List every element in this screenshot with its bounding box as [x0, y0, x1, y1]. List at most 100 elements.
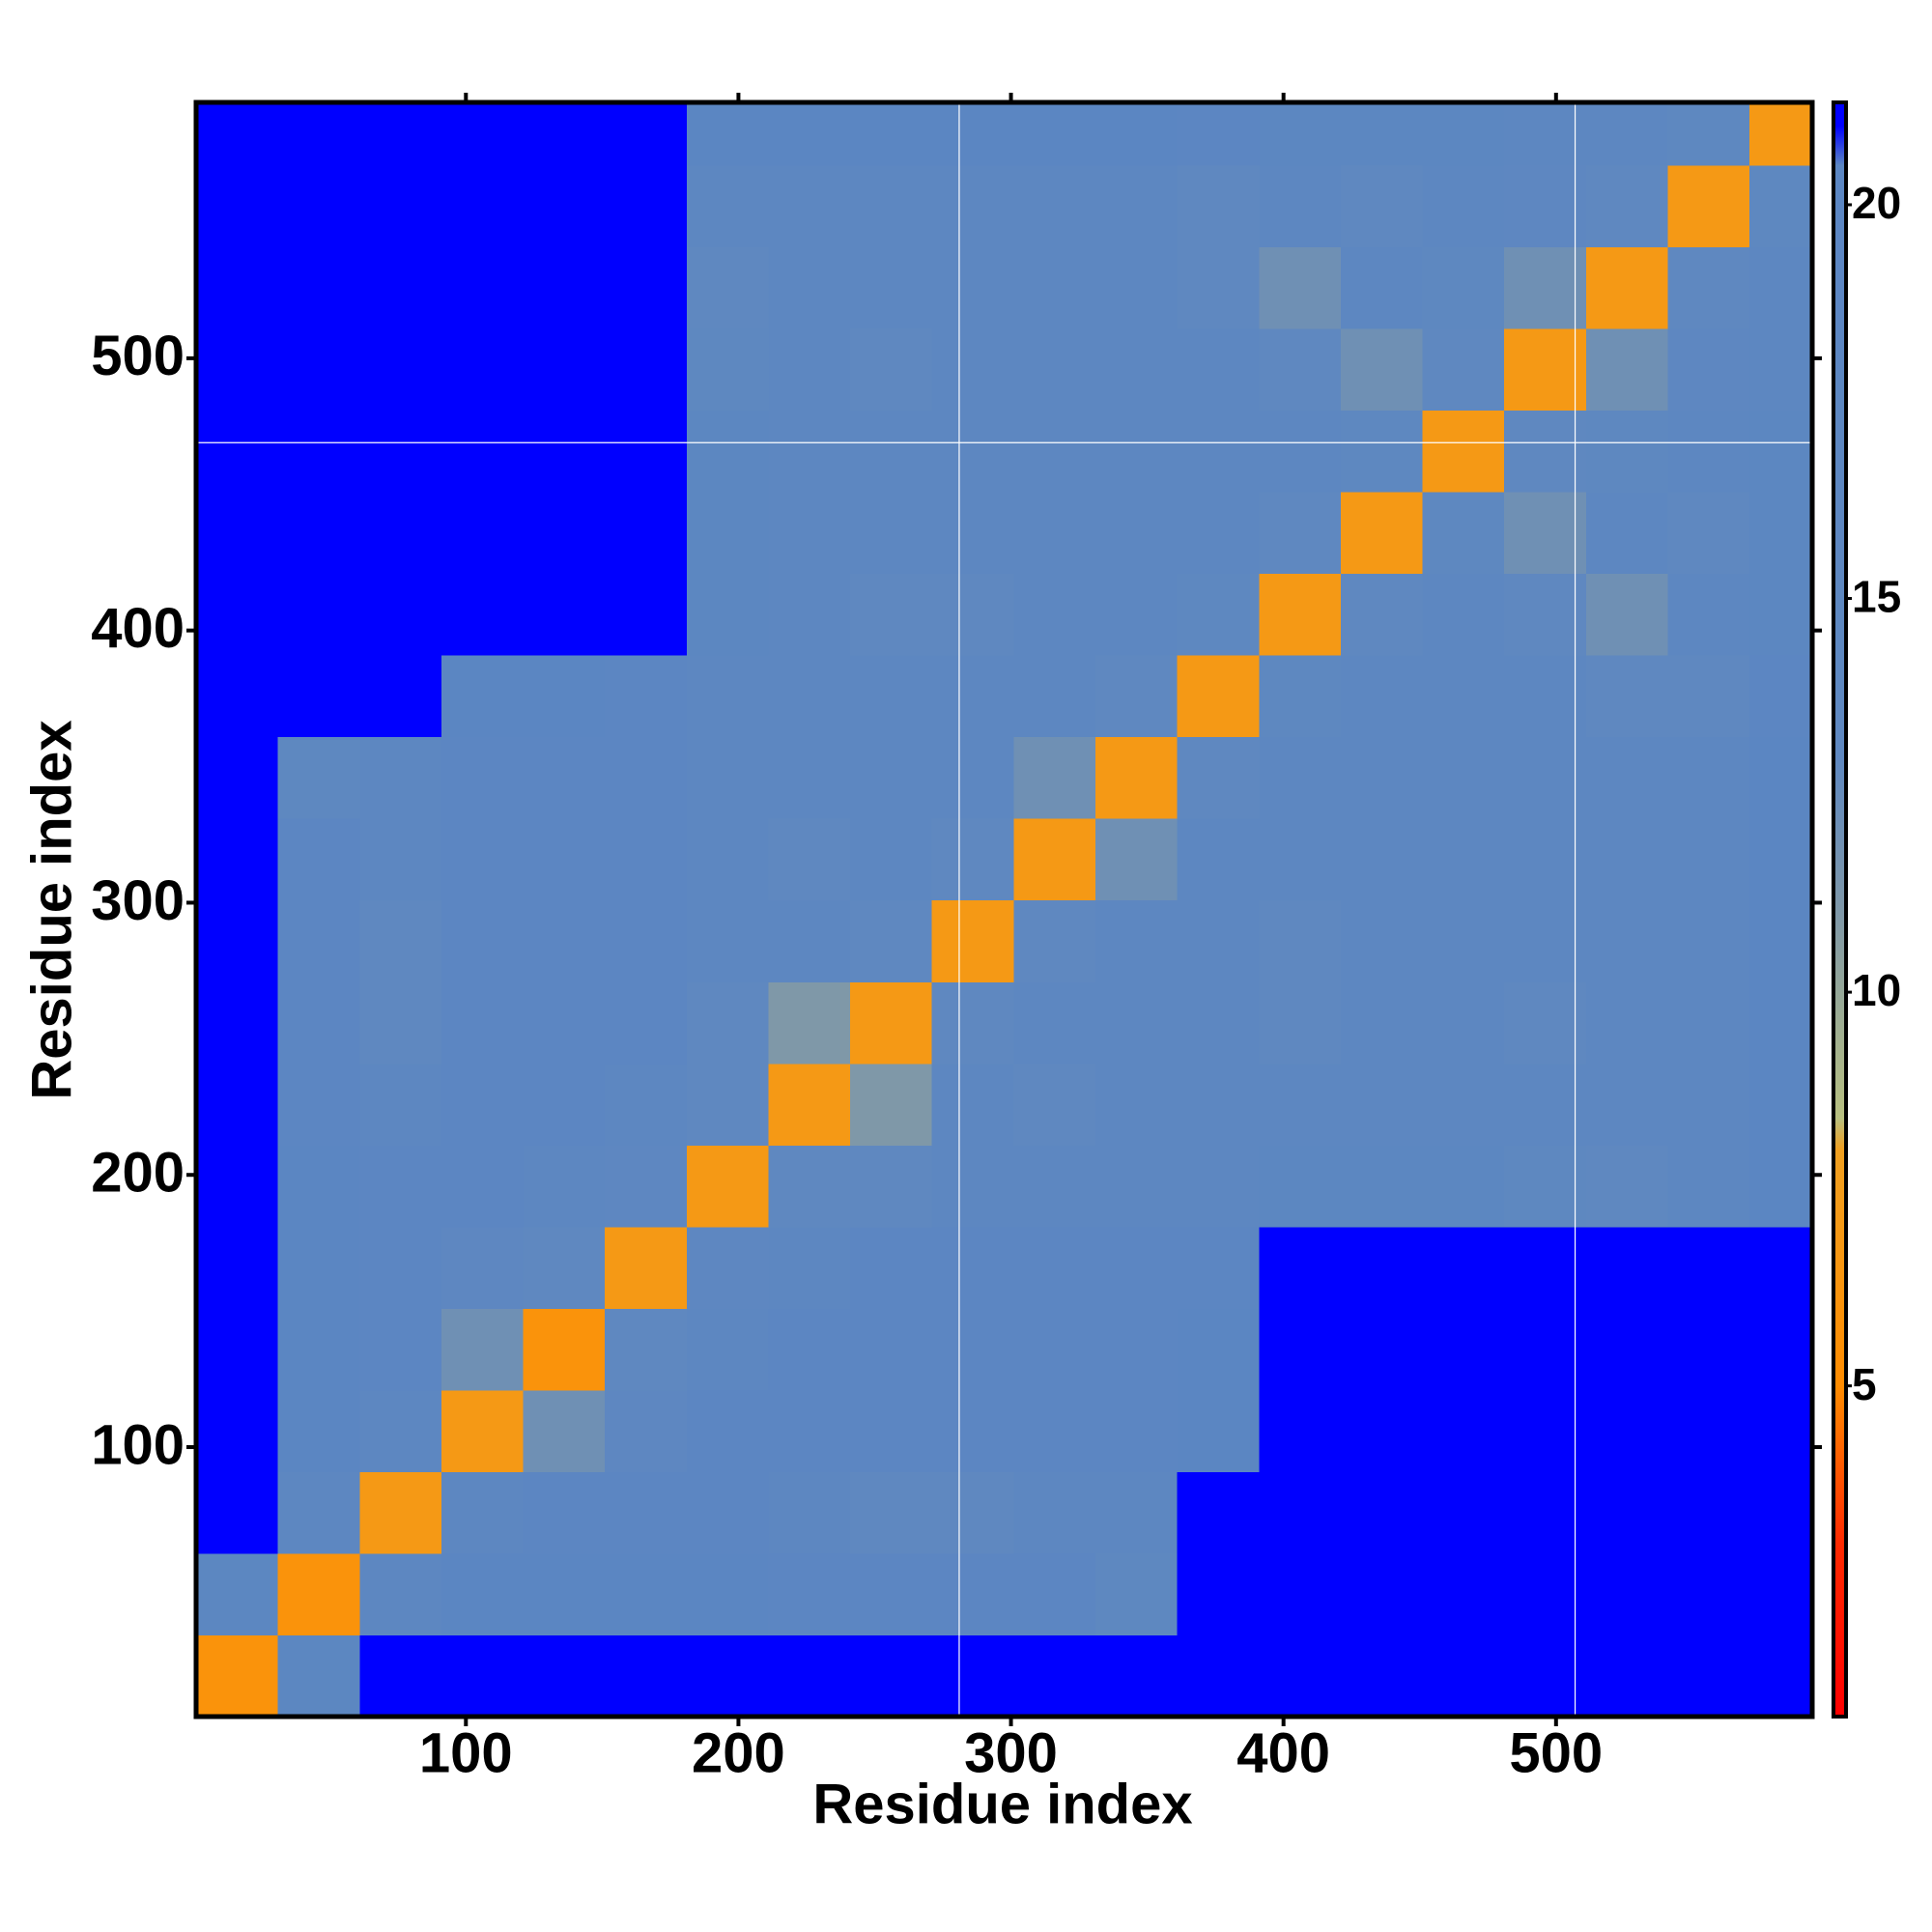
heatmap-cell: [850, 1145, 933, 1228]
heatmap-cell: [1095, 818, 1179, 901]
heatmap-cell: [440, 491, 525, 575]
heatmap-cell: [1177, 736, 1260, 819]
heatmap-cell: [931, 102, 1014, 166]
heatmap-cell: [605, 1063, 688, 1146]
heatmap-cell: [686, 899, 770, 982]
heatmap-cell: [1013, 1063, 1096, 1146]
heatmap-cell: [686, 655, 770, 738]
heatmap-cell: [605, 410, 688, 493]
heatmap-cell: [1585, 1389, 1669, 1472]
heatmap-cell: [931, 1145, 1014, 1228]
heatmap-cell: [1177, 818, 1260, 901]
heatmap-cell: [1340, 1634, 1424, 1718]
heatmap-cell: [1177, 1634, 1260, 1718]
heatmap-cell: [1422, 1389, 1505, 1472]
heatmap-cell: [931, 327, 1014, 412]
heatmap-cell: [931, 491, 1014, 575]
heatmap-cell: [686, 736, 770, 819]
heatmap-cell: [523, 1634, 606, 1718]
heatmap-cell: [1013, 573, 1096, 656]
heatmap-cell: [931, 981, 1014, 1065]
heatmap-cell: [1340, 327, 1424, 412]
heatmap-cell: [768, 573, 851, 656]
heatmap-cell: [440, 1552, 525, 1636]
heatmap-cell: [931, 899, 1014, 982]
heatmap-cell: [1177, 1063, 1260, 1146]
heatmap-cell: [931, 573, 1014, 656]
heatmap-cell: [1095, 1308, 1179, 1391]
heatmap-cell: [1095, 573, 1179, 656]
heatmap-cell: [359, 410, 442, 493]
heatmap-cell: [523, 327, 606, 412]
heatmap-cell: [1749, 1634, 1813, 1718]
heatmap-cell: [359, 1063, 442, 1146]
heatmap-cell: [768, 1471, 851, 1554]
heatmap-cell: [359, 491, 442, 575]
x-tick-label: 100: [419, 1721, 513, 1784]
heatmap-cell: [768, 164, 851, 247]
heatmap-cell: [686, 246, 770, 329]
heatmap-cell: [196, 1308, 279, 1391]
heatmap-cell: [1013, 246, 1096, 329]
heatmap-cell: [523, 164, 606, 247]
heatmap-cell: [1667, 655, 1750, 738]
heatmap-cell: [1749, 164, 1813, 247]
heatmap-cell: [1667, 1226, 1750, 1309]
heatmap-cell: [850, 327, 933, 412]
heatmap-cell: [768, 410, 851, 493]
heatmap-cell: [1422, 1145, 1505, 1228]
heatmap-cell: [768, 899, 851, 982]
heatmap-cell: [1667, 1145, 1750, 1228]
plot-border: [193, 99, 1815, 1719]
heatmap-cell: [440, 1389, 525, 1472]
heatmap-cell: [1749, 410, 1813, 493]
heatmap-cell: [440, 1634, 525, 1718]
heatmap-cell: [605, 899, 688, 982]
heatmap-cell: [1259, 1063, 1342, 1146]
heatmap-cell: [523, 818, 606, 901]
heatmap-cell: [523, 899, 606, 982]
x-tick-label: 500: [1509, 1721, 1603, 1784]
heatmap-cell: [1422, 899, 1505, 982]
heatmap-cell: [440, 981, 525, 1065]
heatmap-cell: [1095, 981, 1179, 1065]
heatmap-cell: [440, 164, 525, 247]
heatmap-cell: [1504, 655, 1587, 738]
heatmap-cell: [686, 491, 770, 575]
heatmap-cell: [359, 981, 442, 1065]
heatmap-cell: [196, 899, 279, 982]
heatmap-cell: [523, 1471, 606, 1554]
heatmap-cell: [1177, 573, 1260, 656]
heatmap-cell: [1667, 981, 1750, 1065]
heatmap-cell: [359, 327, 442, 412]
y-axis-title: Residue index: [20, 720, 83, 1099]
heatmap-cell: [931, 1389, 1014, 1472]
heatmap-cell: [359, 1471, 442, 1554]
heatmap-cell: [686, 1634, 770, 1718]
heatmap-cell: [440, 818, 525, 901]
heatmap-cell: [850, 736, 933, 819]
heatmap-cell: [1095, 1552, 1179, 1636]
heatmap-cell: [1504, 491, 1587, 575]
heatmap-cell: [1177, 1552, 1260, 1636]
heatmap-cell: [1340, 818, 1424, 901]
heatmap-cell: [850, 1226, 933, 1309]
heatmap-cell: [850, 818, 933, 901]
heatmap-cell: [277, 1063, 360, 1146]
heatmap-cell: [1504, 1226, 1587, 1309]
heatmap-cell: [1667, 1308, 1750, 1391]
heatmap-cell: [1013, 1552, 1096, 1636]
heatmap-cell: [1259, 102, 1342, 166]
heatmap-cell: [931, 1226, 1014, 1309]
heatmap-cell: [1013, 1145, 1096, 1228]
heatmap-cell: [277, 1308, 360, 1391]
heatmap-cell: [1259, 573, 1342, 656]
heatmap-cell: [850, 1552, 933, 1636]
heatmap-cell: [1504, 410, 1587, 493]
x-axis-title: Residue index: [812, 1773, 1192, 1835]
heatmap-cell: [850, 573, 933, 656]
heatmap-cell: [359, 736, 442, 819]
heatmap-cell: [1585, 1145, 1669, 1228]
heatmap-cell: [1177, 1389, 1260, 1472]
